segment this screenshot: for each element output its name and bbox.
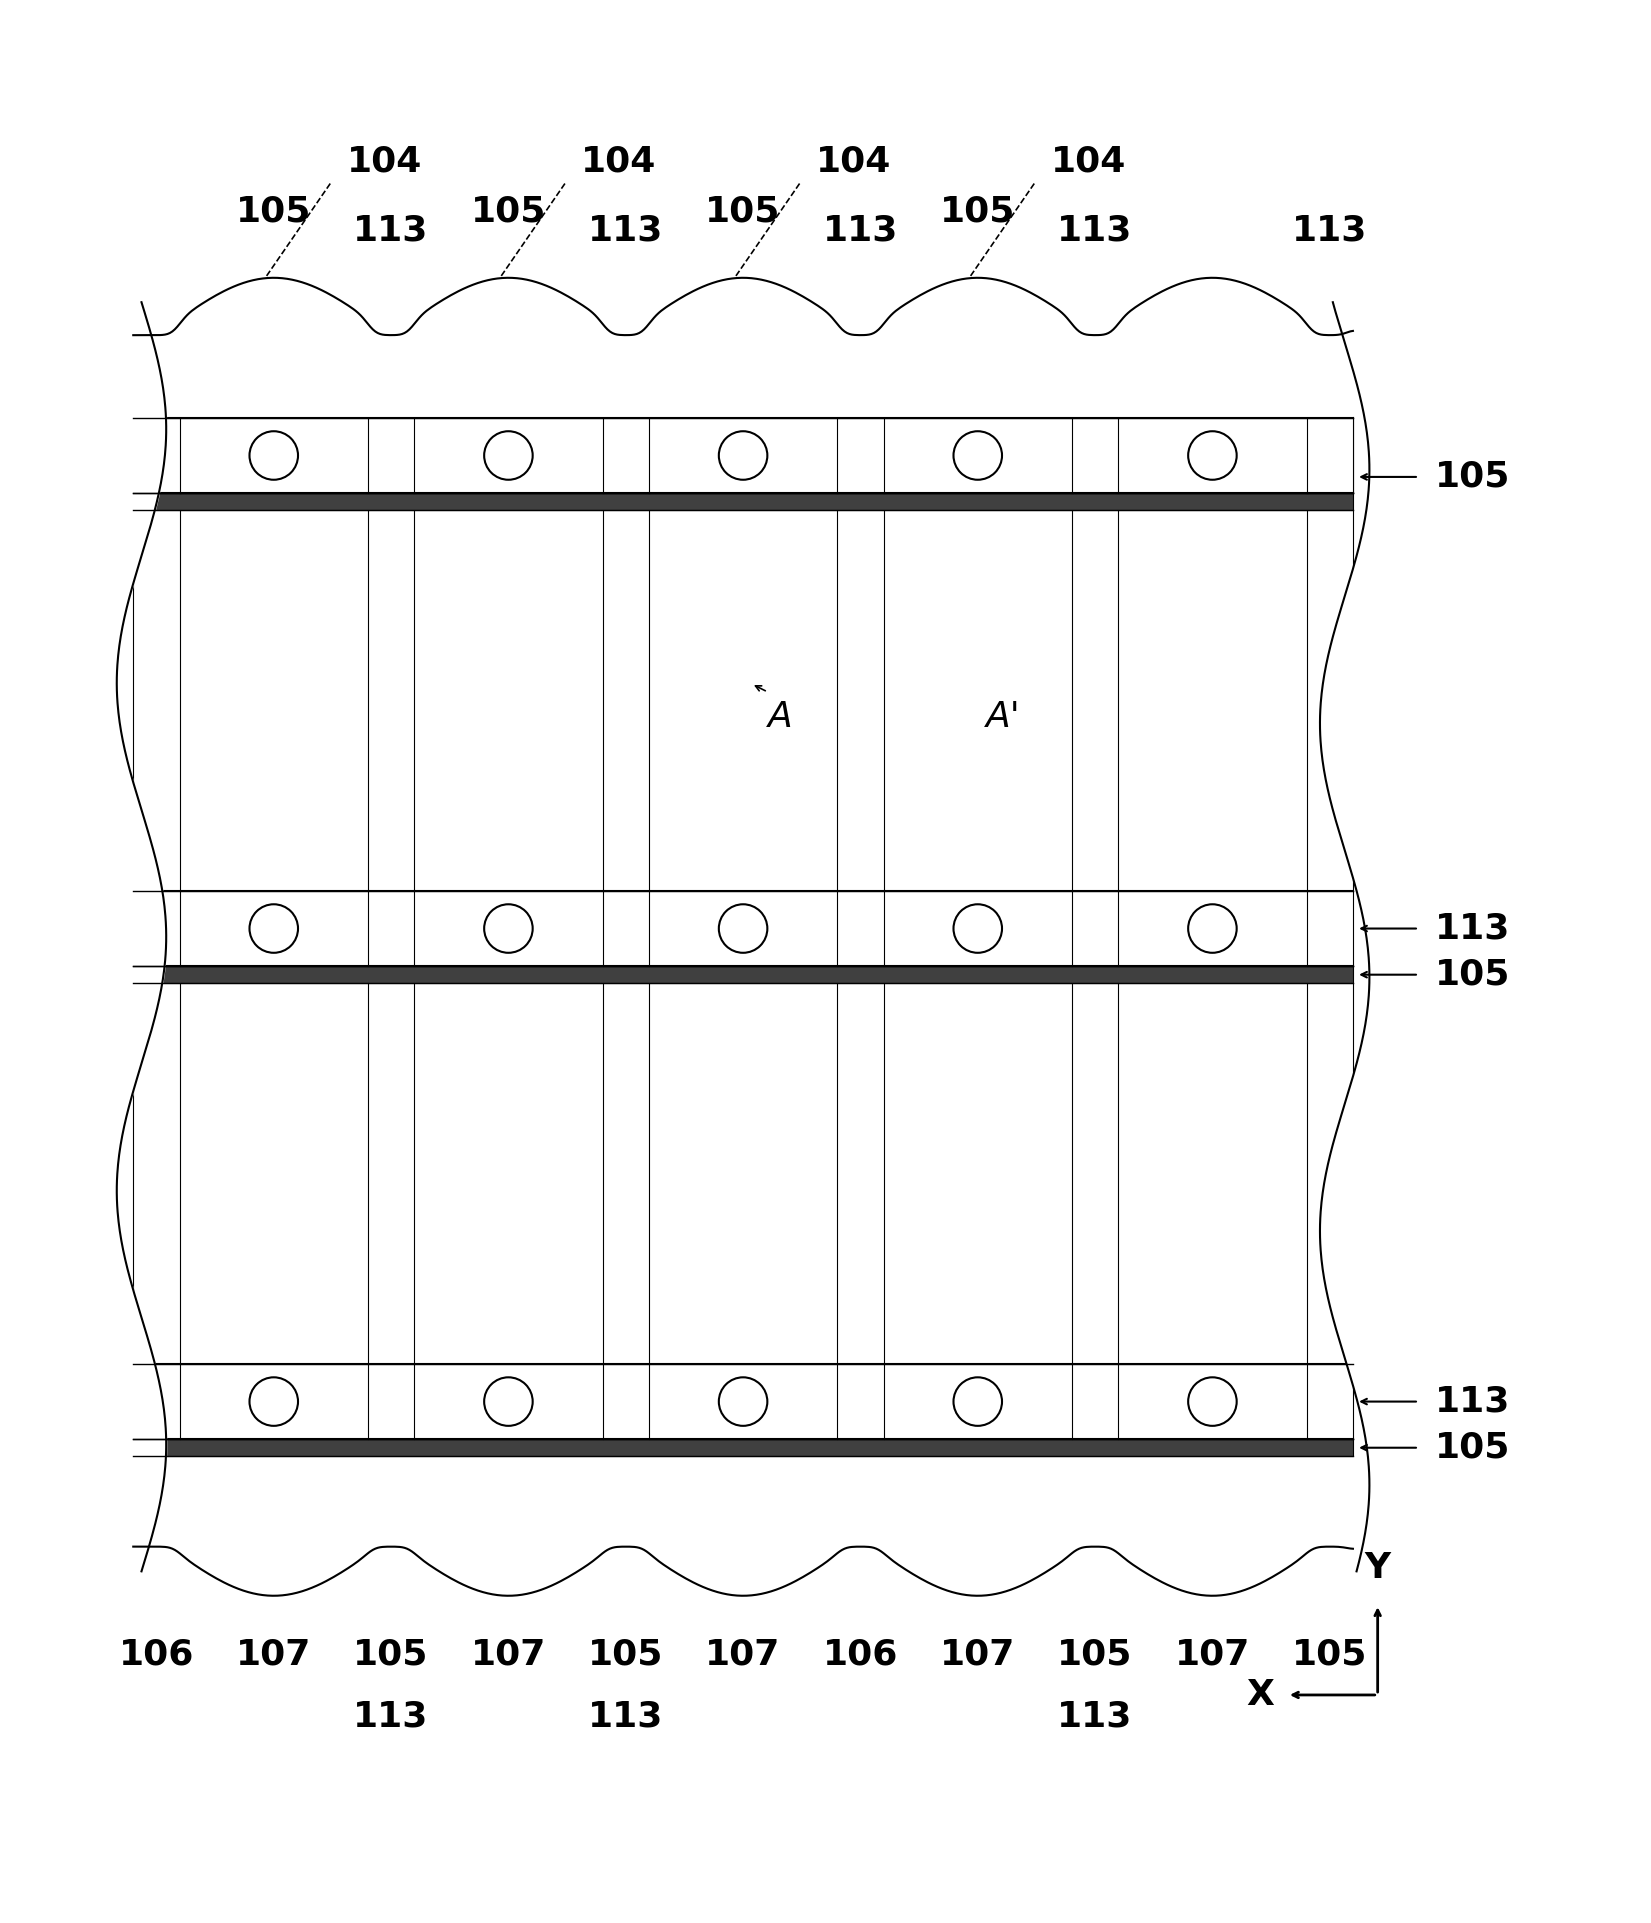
Text: 107: 107 [471, 1636, 546, 1671]
Text: 107: 107 [236, 1636, 312, 1671]
Bar [134, 302, 180, 1571]
Bar [1306, 302, 1352, 1571]
Bar [134, 494, 1352, 510]
Bar [134, 302, 1352, 1571]
Text: A: A [768, 700, 792, 735]
Text: 105: 105 [588, 1636, 664, 1671]
Bar [134, 1440, 1352, 1456]
Bar [603, 302, 649, 1571]
Bar [414, 302, 603, 1571]
Bar [134, 890, 1352, 967]
Bar [134, 302, 180, 417]
Text: 113: 113 [588, 213, 664, 248]
Text: 113: 113 [588, 1700, 664, 1735]
Text: X: X [1247, 1679, 1275, 1711]
Bar [883, 302, 1071, 417]
Text: 105: 105 [705, 194, 781, 229]
Text: 104: 104 [347, 144, 423, 179]
Bar [837, 302, 883, 1571]
Text: 105: 105 [1293, 1636, 1367, 1671]
Text: 105: 105 [471, 194, 546, 229]
Text: 105: 105 [1435, 460, 1511, 494]
Text: 106: 106 [119, 1636, 195, 1671]
Bar [883, 302, 1071, 1571]
Bar [180, 302, 368, 417]
Bar [134, 1363, 1352, 1440]
Text: 105: 105 [939, 194, 1015, 229]
Bar [1071, 302, 1118, 1571]
Text: 105: 105 [236, 194, 312, 229]
Text: 113: 113 [1435, 1385, 1511, 1419]
Text: 104: 104 [581, 144, 657, 179]
Text: A': A' [986, 700, 1020, 735]
Text: 105: 105 [1435, 1431, 1511, 1465]
Bar [1118, 302, 1306, 1571]
Text: 113: 113 [1293, 213, 1367, 248]
Bar [603, 302, 649, 417]
Text: 105: 105 [353, 1636, 429, 1671]
Bar [134, 417, 1352, 494]
Text: 113: 113 [822, 213, 898, 248]
Bar [1306, 302, 1352, 417]
Bar [180, 302, 368, 1571]
Text: 113: 113 [1057, 213, 1133, 248]
Bar [134, 417, 1352, 494]
Text: 113: 113 [353, 213, 429, 248]
Text: 104: 104 [816, 144, 892, 179]
Bar [368, 302, 414, 1571]
Bar [837, 302, 883, 417]
Bar [134, 967, 1352, 983]
Text: Y: Y [1365, 1550, 1390, 1585]
Text: 107: 107 [705, 1636, 781, 1671]
Text: 113: 113 [353, 1700, 429, 1735]
Text: 113: 113 [1435, 912, 1511, 946]
Text: 105: 105 [1435, 958, 1511, 992]
Bar [414, 302, 603, 417]
Bar [368, 302, 414, 417]
Text: 104: 104 [1050, 144, 1126, 179]
Text: 107: 107 [1176, 1636, 1250, 1671]
Bar [1071, 302, 1118, 417]
Bar [1118, 302, 1306, 417]
Text: 105: 105 [1057, 1636, 1133, 1671]
Text: 106: 106 [822, 1636, 898, 1671]
Bar [649, 302, 837, 1571]
Text: 107: 107 [939, 1636, 1015, 1671]
Bar [649, 302, 837, 417]
Text: 113: 113 [1057, 1700, 1133, 1735]
